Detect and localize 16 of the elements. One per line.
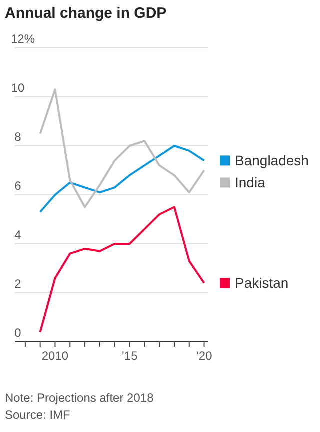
y-tick-label: 12% (10, 32, 36, 46)
y-tick-label: 0 (14, 326, 22, 340)
legend-label: Pakistan (235, 275, 289, 292)
x-tick-label: 2010 (42, 349, 69, 363)
x-tick-label: ’15 (122, 349, 138, 363)
chart-title: Annual change in GDP (5, 5, 167, 22)
y-tick-label: 10 (11, 81, 25, 95)
legend-label: India (235, 174, 266, 191)
y-tick-label: 4 (14, 228, 22, 242)
y-tick-label: 2 (14, 277, 22, 291)
legend-label: Bangladesh (235, 152, 309, 169)
source-note: Source: IMF (5, 408, 70, 422)
y-tick-label: 8 (14, 130, 22, 144)
y-tick-label: 6 (14, 179, 22, 193)
x-tick-label: ’20 (196, 349, 213, 363)
text: Note: Projections after 2018 (5, 391, 154, 405)
